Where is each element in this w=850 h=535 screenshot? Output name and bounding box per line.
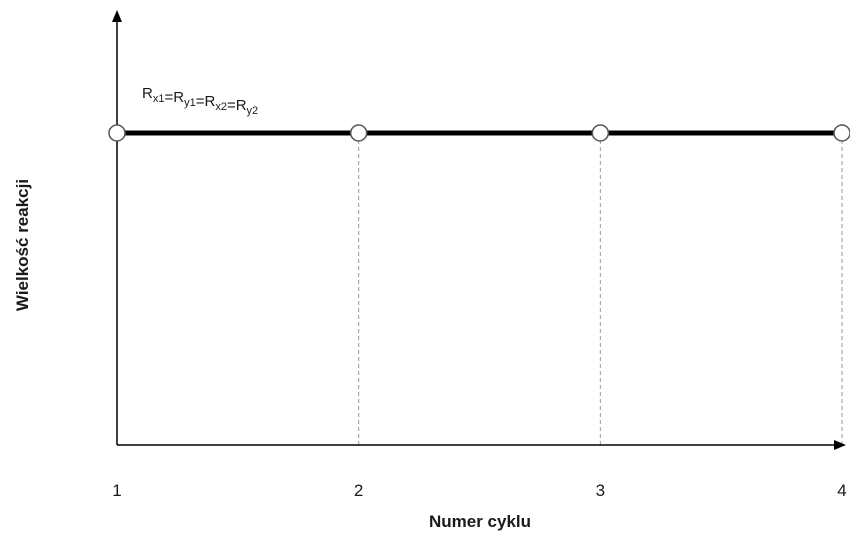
grid-lines	[116, 133, 843, 445]
y-axis-arrowhead	[112, 10, 122, 22]
x-tick-labels: 1 2 3 4	[112, 481, 846, 500]
y-axis-title: Wielkość reakcji	[13, 179, 32, 311]
x-tick-label-3: 3	[596, 481, 605, 500]
series-label: Rx1=Ry1=Rx2=Ry2	[142, 85, 258, 117]
x-tick-label-2: 2	[354, 481, 363, 500]
x-axis-arrowhead	[834, 440, 846, 450]
axes	[112, 10, 846, 450]
data-point-2	[349, 124, 368, 142]
data-point-3	[591, 124, 610, 142]
series-group	[108, 124, 850, 142]
x-axis-title: Numer cyklu	[429, 512, 531, 531]
x-tick-label-4: 4	[837, 481, 846, 500]
x-tick-label-1: 1	[112, 481, 121, 500]
data-point-4	[833, 124, 850, 142]
data-point-1	[108, 124, 126, 142]
